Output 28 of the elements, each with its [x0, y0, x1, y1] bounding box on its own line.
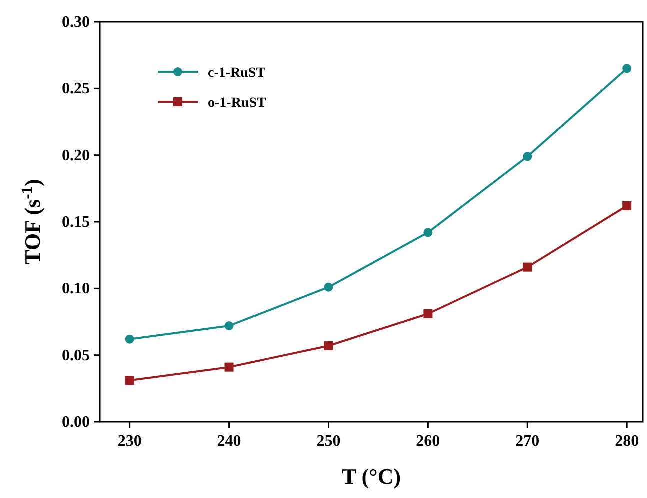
- x-tick-label: 270: [516, 433, 540, 450]
- legend-label: c-1-RuST: [208, 66, 266, 81]
- y-tick-label: 0.15: [62, 214, 90, 231]
- y-tick-label: 0.00: [62, 414, 90, 431]
- point: [424, 310, 433, 318]
- point: [224, 322, 234, 330]
- point: [523, 262, 532, 272]
- point: [324, 342, 334, 350]
- y-tick-label: 0.20: [62, 147, 90, 164]
- x-tick-label: 240: [217, 433, 242, 450]
- x-tick-label: 280: [615, 433, 640, 450]
- point: [125, 376, 134, 386]
- point: [224, 362, 234, 372]
- y-tick-label: 0.10: [62, 280, 90, 298]
- point: [622, 64, 632, 74]
- point: [622, 202, 632, 210]
- x-tick-label: 260: [416, 433, 440, 450]
- y-tick-label: 0.05: [62, 347, 90, 364]
- y-tick-label: 0.30: [62, 14, 90, 31]
- point: [324, 282, 334, 292]
- legend-label: o-1-RuST: [208, 96, 268, 111]
- point: [523, 152, 532, 162]
- point: [125, 334, 134, 344]
- point: [424, 228, 433, 238]
- x-axis-title: T (°C): [342, 464, 402, 489]
- y-tick-label: 0.25: [62, 80, 90, 98]
- x-tick-label: 250: [316, 433, 341, 450]
- x-tick-label: 230: [118, 433, 142, 450]
